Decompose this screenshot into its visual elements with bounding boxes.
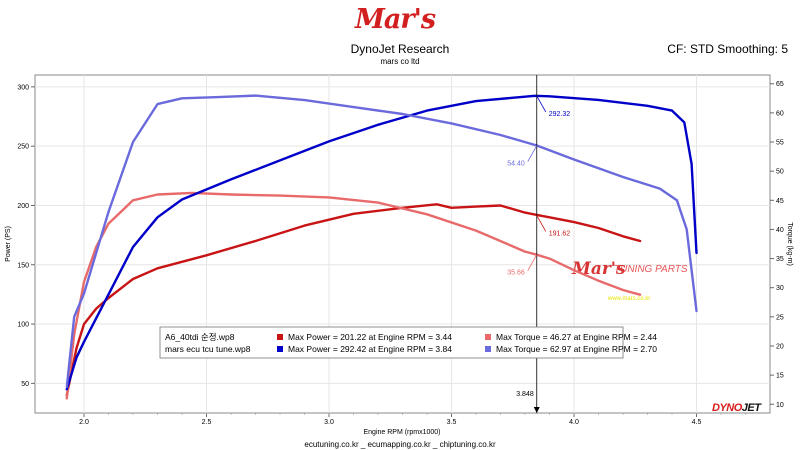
dynojet-brand: DYNOJET	[712, 402, 761, 414]
legend-max-torque: Max Torque = 46.27 at Engine RPM = 2.44	[496, 332, 657, 342]
y-right-tick-label: 35	[776, 256, 784, 263]
legend-frame	[159, 326, 624, 359]
legend-power-swatch	[277, 334, 283, 340]
y-right-tick-label: 60	[776, 110, 784, 117]
y-left-tick-label: 200	[17, 203, 29, 210]
y-right-tick-label: 65	[776, 81, 784, 88]
cursor-label: 3.848	[516, 391, 534, 398]
series-lines	[65, 94, 698, 400]
x-tick-label: 3.5	[447, 419, 457, 426]
series-blue_torque	[65, 94, 698, 388]
brand-jet: JET	[741, 402, 761, 414]
annotation-leader	[527, 145, 538, 162]
y-right-tick-label: 30	[776, 285, 784, 292]
axis-ticks: 2.0 2.5 3.0 3.5 4.0 4.5 50 100 150 200 250 300 10 15 2…	[17, 81, 784, 426]
legend-max-torque: Max Torque = 62.97 at Engine RPM = 2.70	[496, 344, 657, 354]
y-right-tick-label: 15	[776, 373, 784, 380]
legend-file-name: A6_40tdi 순정.wp8	[165, 332, 235, 342]
watermark-text: TUNING PARTS	[614, 264, 688, 275]
watermark-url: www.mars.co.kr	[607, 296, 650, 302]
x-axis-label: Engine RPM (rpmx1000)	[363, 429, 440, 436]
annotation-leader	[536, 215, 547, 232]
y-right-tick-label: 50	[776, 169, 784, 176]
x-tick-label: 3.0	[324, 419, 334, 426]
y-left-tick-label: 100	[17, 322, 29, 329]
grid-lines	[35, 75, 770, 413]
mars-logo: Mar's	[355, 4, 436, 35]
y-right-tick-label: 45	[776, 198, 784, 205]
footer-sites: ecutuning.co.kr _ ecumapping.co.kr _ chi…	[304, 440, 496, 449]
value-annotations: 292.32 54.40 191.62 35.66	[507, 95, 571, 277]
legend-power-swatch	[277, 346, 283, 352]
y-right-tick-label: 20	[776, 343, 784, 350]
y-right-tick-label: 55	[776, 140, 784, 147]
annotation-value: 191.62	[549, 230, 571, 237]
x-tick-label: 4.0	[569, 419, 579, 426]
correction-factor-label: CF: STD Smoothing: 5	[667, 42, 788, 56]
y-right-axis-label: Torque (kg-m)	[786, 222, 793, 266]
y-left-axis-label: Power (PS)	[5, 226, 12, 262]
legend-box: A6_40tdi 순정.wp8 Max Power = 201.22 at Eng…	[159, 326, 657, 359]
y-right-tick-label: 40	[776, 227, 784, 234]
x-tick-label: 2.0	[79, 419, 89, 426]
annotation-leader	[536, 95, 547, 113]
brand-dyno: DYNO	[712, 402, 742, 414]
chart-title: DynoJet Research	[350, 42, 450, 56]
x-tick-label: 2.5	[202, 419, 212, 426]
y-left-tick-label: 300	[17, 84, 29, 91]
legend-torque-swatch	[485, 334, 491, 340]
chart-subtitle: mars co ltd	[380, 57, 420, 66]
y-left-tick-label: 250	[17, 144, 29, 151]
annotation-value: 292.32	[549, 111, 571, 118]
legend-torque-swatch	[485, 346, 491, 352]
annotation-leader	[527, 254, 538, 271]
x-tick-label: 4.5	[692, 419, 702, 426]
y-left-tick-label: 150	[17, 262, 29, 269]
cursor-arrow	[533, 407, 540, 413]
annotation-value: 35.66	[507, 270, 525, 277]
legend-max-power: Max Power = 292.42 at Engine RPM = 3.84	[288, 344, 452, 354]
series-blue_power	[65, 94, 698, 391]
plot-frame	[34, 74, 771, 414]
legend-file-name: mars ecu tcu tune.wp8	[165, 344, 251, 354]
legend-max-power: Max Power = 201.22 at Engine RPM = 3.44	[288, 332, 452, 342]
annotation-value: 54.40	[507, 161, 525, 168]
y-right-tick-label: 10	[776, 402, 784, 409]
y-right-tick-label: 25	[776, 314, 784, 321]
y-left-tick-label: 50	[21, 381, 29, 388]
